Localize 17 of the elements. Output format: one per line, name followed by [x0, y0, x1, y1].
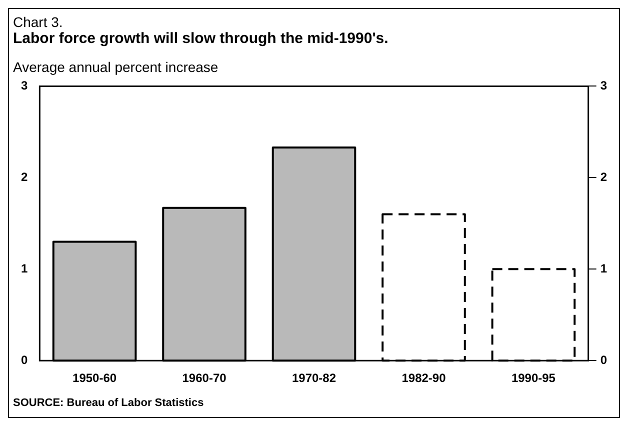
- x-tick-label: 1990-95: [511, 371, 556, 386]
- y-tick-label: 3: [600, 78, 608, 93]
- x-tick-label: 1960-70: [182, 371, 227, 386]
- x-tick-label: 1982-90: [402, 371, 446, 386]
- y2-tick-label: 1: [20, 261, 28, 276]
- y2-tick-label: 0: [20, 352, 28, 367]
- chart-title: Chart 3.: [13, 14, 64, 30]
- x-tick-label: 1970-82: [292, 371, 336, 386]
- x-tick-label: 1950-60: [72, 371, 117, 386]
- y-tick-label: 1: [600, 261, 608, 276]
- chart-subtitle: Labor force growth will slow through the mid-1990's.: [13, 30, 390, 47]
- source-note: SOURCE: Bureau of Labor Statistics: [13, 397, 205, 409]
- y-tick-label: 0: [600, 352, 608, 367]
- y2-tick-label: 3: [20, 78, 28, 93]
- text: Average annual percent increase: [13, 59, 220, 75]
- y-tick-label: 2: [600, 170, 608, 184]
- y2-tick-label: 2: [20, 170, 28, 184]
